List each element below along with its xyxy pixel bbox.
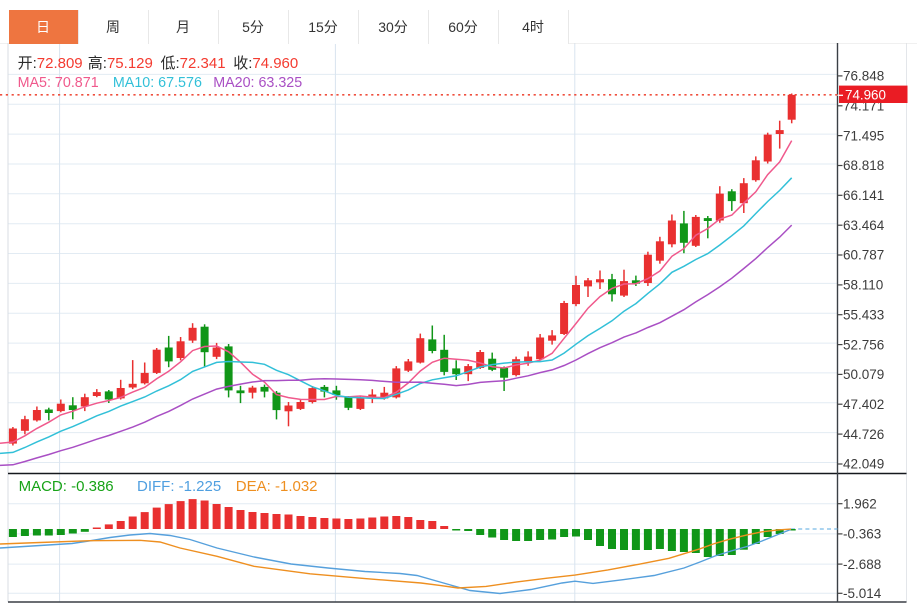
svg-text:DIFF: -1.225: DIFF: -1.225 bbox=[137, 478, 221, 495]
svg-text:74.960: 74.960 bbox=[845, 87, 886, 102]
svg-text:DEA: -1.032: DEA: -1.032 bbox=[236, 478, 318, 495]
svg-text:71.495: 71.495 bbox=[843, 128, 884, 143]
svg-text:60.787: 60.787 bbox=[843, 248, 884, 263]
svg-text:76.848: 76.848 bbox=[843, 69, 884, 84]
svg-text:MA10: 67.576: MA10: 67.576 bbox=[113, 75, 202, 91]
svg-text:50.079: 50.079 bbox=[843, 367, 884, 382]
svg-text:-0.363: -0.363 bbox=[843, 527, 881, 542]
svg-text:开:72.809: 开:72.809 bbox=[18, 55, 83, 72]
svg-text:MA5: 70.871: MA5: 70.871 bbox=[18, 75, 99, 91]
svg-text:高:75.129: 高:75.129 bbox=[88, 55, 153, 72]
svg-text:66.141: 66.141 bbox=[843, 188, 884, 203]
svg-text:-2.688: -2.688 bbox=[843, 557, 881, 572]
svg-text:MA20: 63.325: MA20: 63.325 bbox=[213, 75, 302, 91]
svg-text:52.756: 52.756 bbox=[843, 337, 884, 352]
svg-text:58.110: 58.110 bbox=[843, 278, 883, 293]
svg-text:42.049: 42.049 bbox=[843, 457, 884, 472]
svg-text:低:72.341: 低:72.341 bbox=[161, 55, 226, 72]
svg-text:-5.014: -5.014 bbox=[843, 586, 882, 601]
svg-text:47.402: 47.402 bbox=[843, 397, 884, 412]
svg-text:63.464: 63.464 bbox=[843, 218, 885, 233]
svg-text:MACD: -0.386: MACD: -0.386 bbox=[19, 478, 114, 495]
svg-text:55.433: 55.433 bbox=[843, 307, 884, 322]
svg-text:44.726: 44.726 bbox=[843, 427, 884, 442]
svg-text:68.818: 68.818 bbox=[843, 158, 884, 173]
svg-text:收:74.960: 收:74.960 bbox=[233, 55, 298, 72]
svg-text:1.962: 1.962 bbox=[843, 496, 877, 511]
